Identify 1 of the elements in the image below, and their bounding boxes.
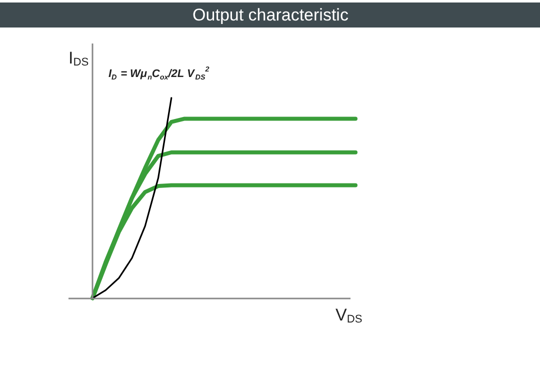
chart-title: Output characteristic <box>192 6 349 24</box>
